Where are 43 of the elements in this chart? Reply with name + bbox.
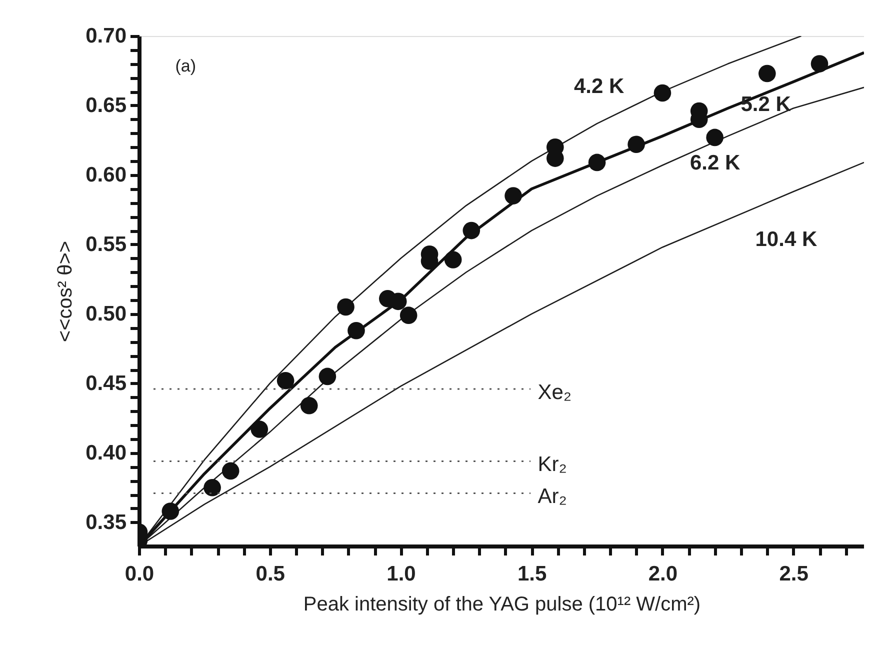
point	[400, 306, 418, 324]
y-tick-label: 0.40	[86, 441, 126, 464]
point	[628, 136, 645, 154]
point	[162, 502, 180, 520]
annotation: (a)	[175, 56, 196, 76]
y-tick-label: 0.35	[86, 510, 127, 534]
y-tick-label: 0.70	[86, 24, 126, 48]
y-tick-label: 0.45	[86, 372, 127, 395]
y-tick-label: 0.50	[86, 302, 126, 326]
point	[204, 478, 221, 496]
annotation: 5.2 K	[740, 92, 791, 116]
point	[276, 372, 294, 390]
point	[588, 154, 606, 172]
annotation: 4.2 K	[574, 75, 624, 98]
point	[337, 298, 354, 316]
point	[318, 368, 336, 386]
annotation: 6.2 K	[690, 152, 740, 174]
x-tick-label: 2.0	[648, 562, 678, 586]
point	[300, 397, 318, 414]
point	[504, 187, 522, 204]
point	[250, 420, 268, 438]
y-tick-label: 0.55	[86, 232, 127, 256]
x-axis-title: Peak intensity of the YAG pulse (10¹² W/cm²)	[303, 594, 701, 616]
ref-line-label: Xe₂	[538, 380, 572, 404]
x-tick-label: 1.5	[518, 562, 548, 586]
point	[758, 64, 776, 82]
point	[654, 84, 672, 102]
annotation: 10.4 K	[755, 228, 818, 251]
y-axis-title: <<cos² θ>>	[54, 240, 77, 342]
x-tick-label: 0.5	[256, 562, 286, 586]
x-tick-label: 2.5	[779, 562, 809, 586]
y-tick-label: 0.65	[86, 94, 127, 117]
point	[706, 128, 724, 146]
y-tick-label: 0.60	[86, 163, 126, 186]
ref-line-label: Ar₂	[538, 485, 567, 508]
ref-line-label: Kr₂	[538, 453, 567, 476]
x-tick-label: 1.0	[386, 562, 416, 586]
point	[462, 222, 480, 240]
point	[222, 462, 240, 480]
point	[348, 322, 365, 340]
point	[444, 251, 462, 268]
point	[810, 55, 828, 72]
x-tick-label: 0.0	[124, 562, 154, 586]
